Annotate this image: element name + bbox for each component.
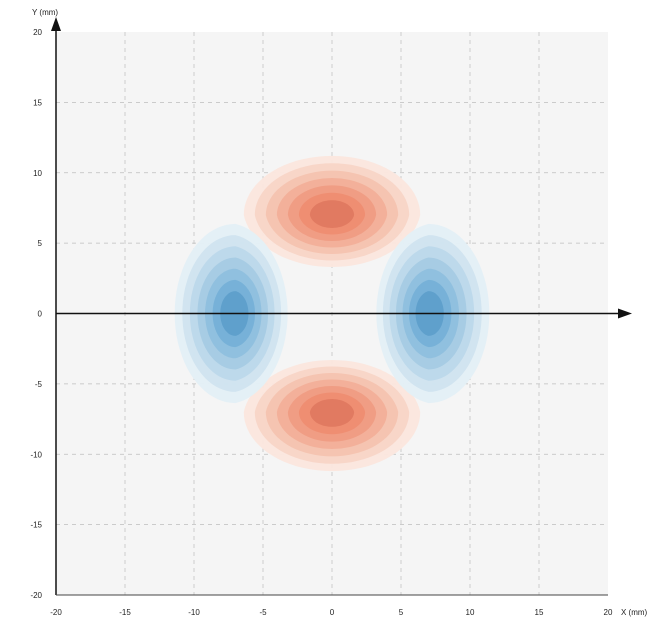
x-tick-label-5: 5 <box>399 608 404 617</box>
x-axis-label: X (mm) <box>621 608 648 617</box>
y-tick-label-5: -5 <box>35 380 43 389</box>
lobe-positive-0 <box>243 155 421 267</box>
x-tick-label-2: -10 <box>188 608 200 617</box>
lobe-0-level-6 <box>309 200 355 228</box>
x-tick-label-3: -5 <box>259 608 267 617</box>
y-tick-label-0: 20 <box>33 28 42 37</box>
y-tick-label-7: -15 <box>30 521 42 530</box>
y-tick-label-6: -10 <box>30 450 42 459</box>
y-tick-label-1: 15 <box>33 98 42 107</box>
x-tick-label-1: -15 <box>119 608 131 617</box>
x-tick-label-4: 0 <box>330 608 335 617</box>
y-tick-label-2: 10 <box>33 169 42 178</box>
y-tick-label-3: 5 <box>38 239 43 248</box>
x-tick-label-8: 20 <box>604 608 613 617</box>
x-tick-label-6: 10 <box>466 608 475 617</box>
lobe-positive-1 <box>243 360 421 472</box>
x-tick-label-7: 15 <box>535 608 544 617</box>
lobe-1-level-6 <box>309 399 355 427</box>
tick-labels: -20 -15 -10 -5 0 5 10 15 20 20 15 10 5 0 -5 -10 -15 -20 <box>30 28 613 617</box>
contour-layer <box>174 155 490 472</box>
y-tick-label-4: 0 <box>38 310 43 319</box>
y-tick-label-8: -20 <box>30 591 42 600</box>
x-axis-arrow-icon <box>618 308 632 319</box>
y-axis-arrow-icon <box>51 17 61 31</box>
x-tick-label-0: -20 <box>50 608 62 617</box>
y-axis-label: Y (mm) <box>32 8 58 17</box>
